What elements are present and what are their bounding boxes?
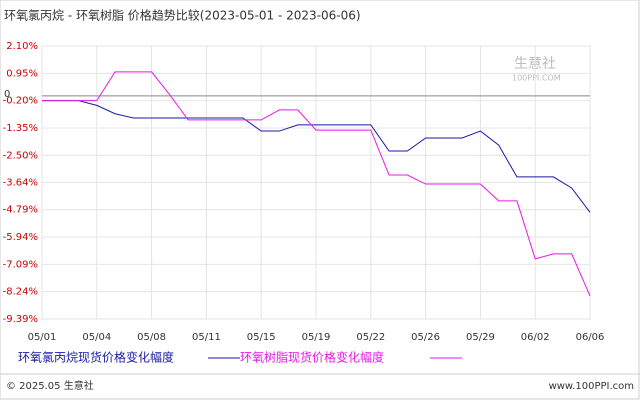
y-tick-label: -2.50% xyxy=(3,150,38,161)
chart-title: 环氧氯丙烷 - 环氧树脂 价格趋势比较(2023-05-01 - 2023-06… xyxy=(4,8,361,23)
y-tick-label: 2.10% xyxy=(6,41,38,52)
x-tick-label: 05/22 xyxy=(356,332,385,343)
legend-label: 环氧树脂现货价格变化幅度 xyxy=(240,350,384,365)
x-tick-label: 05/08 xyxy=(137,332,166,343)
footer-left: © 2025.05 生意社 xyxy=(6,379,94,392)
y-tick-label: -1.35% xyxy=(3,123,38,134)
y-tick-label: -8.24% xyxy=(3,287,38,298)
y-tick-label: -9.39% xyxy=(3,314,38,325)
x-tick-label: 05/15 xyxy=(247,332,276,343)
footer-right: www.100PPI.com xyxy=(549,381,634,392)
x-tick-label: 06/02 xyxy=(521,332,550,343)
y-tick-label: 0.95% xyxy=(6,68,38,79)
x-tick-label: 05/26 xyxy=(411,332,440,343)
zero-label: 0 xyxy=(4,89,10,100)
y-tick-label: -7.09% xyxy=(3,259,38,270)
y-tick-label: -4.79% xyxy=(3,205,38,216)
legend-label: 环氧氯丙烷现货价格变化幅度 xyxy=(18,350,174,365)
series-line xyxy=(42,100,591,213)
x-tick-label: 05/01 xyxy=(28,332,57,343)
x-tick-label: 05/11 xyxy=(192,332,221,343)
x-tick-label: 06/06 xyxy=(576,332,605,343)
x-tick-label: 05/29 xyxy=(466,332,495,343)
x-tick-label: 05/04 xyxy=(82,332,111,343)
watermark-url: 100PPI.COM xyxy=(512,74,561,83)
y-tick-label: -0.20% xyxy=(3,96,38,107)
y-tick-label: -5.94% xyxy=(3,232,38,243)
y-tick-label: -3.64% xyxy=(3,177,38,188)
series-line xyxy=(42,71,591,297)
x-tick-label: 05/19 xyxy=(302,332,331,343)
